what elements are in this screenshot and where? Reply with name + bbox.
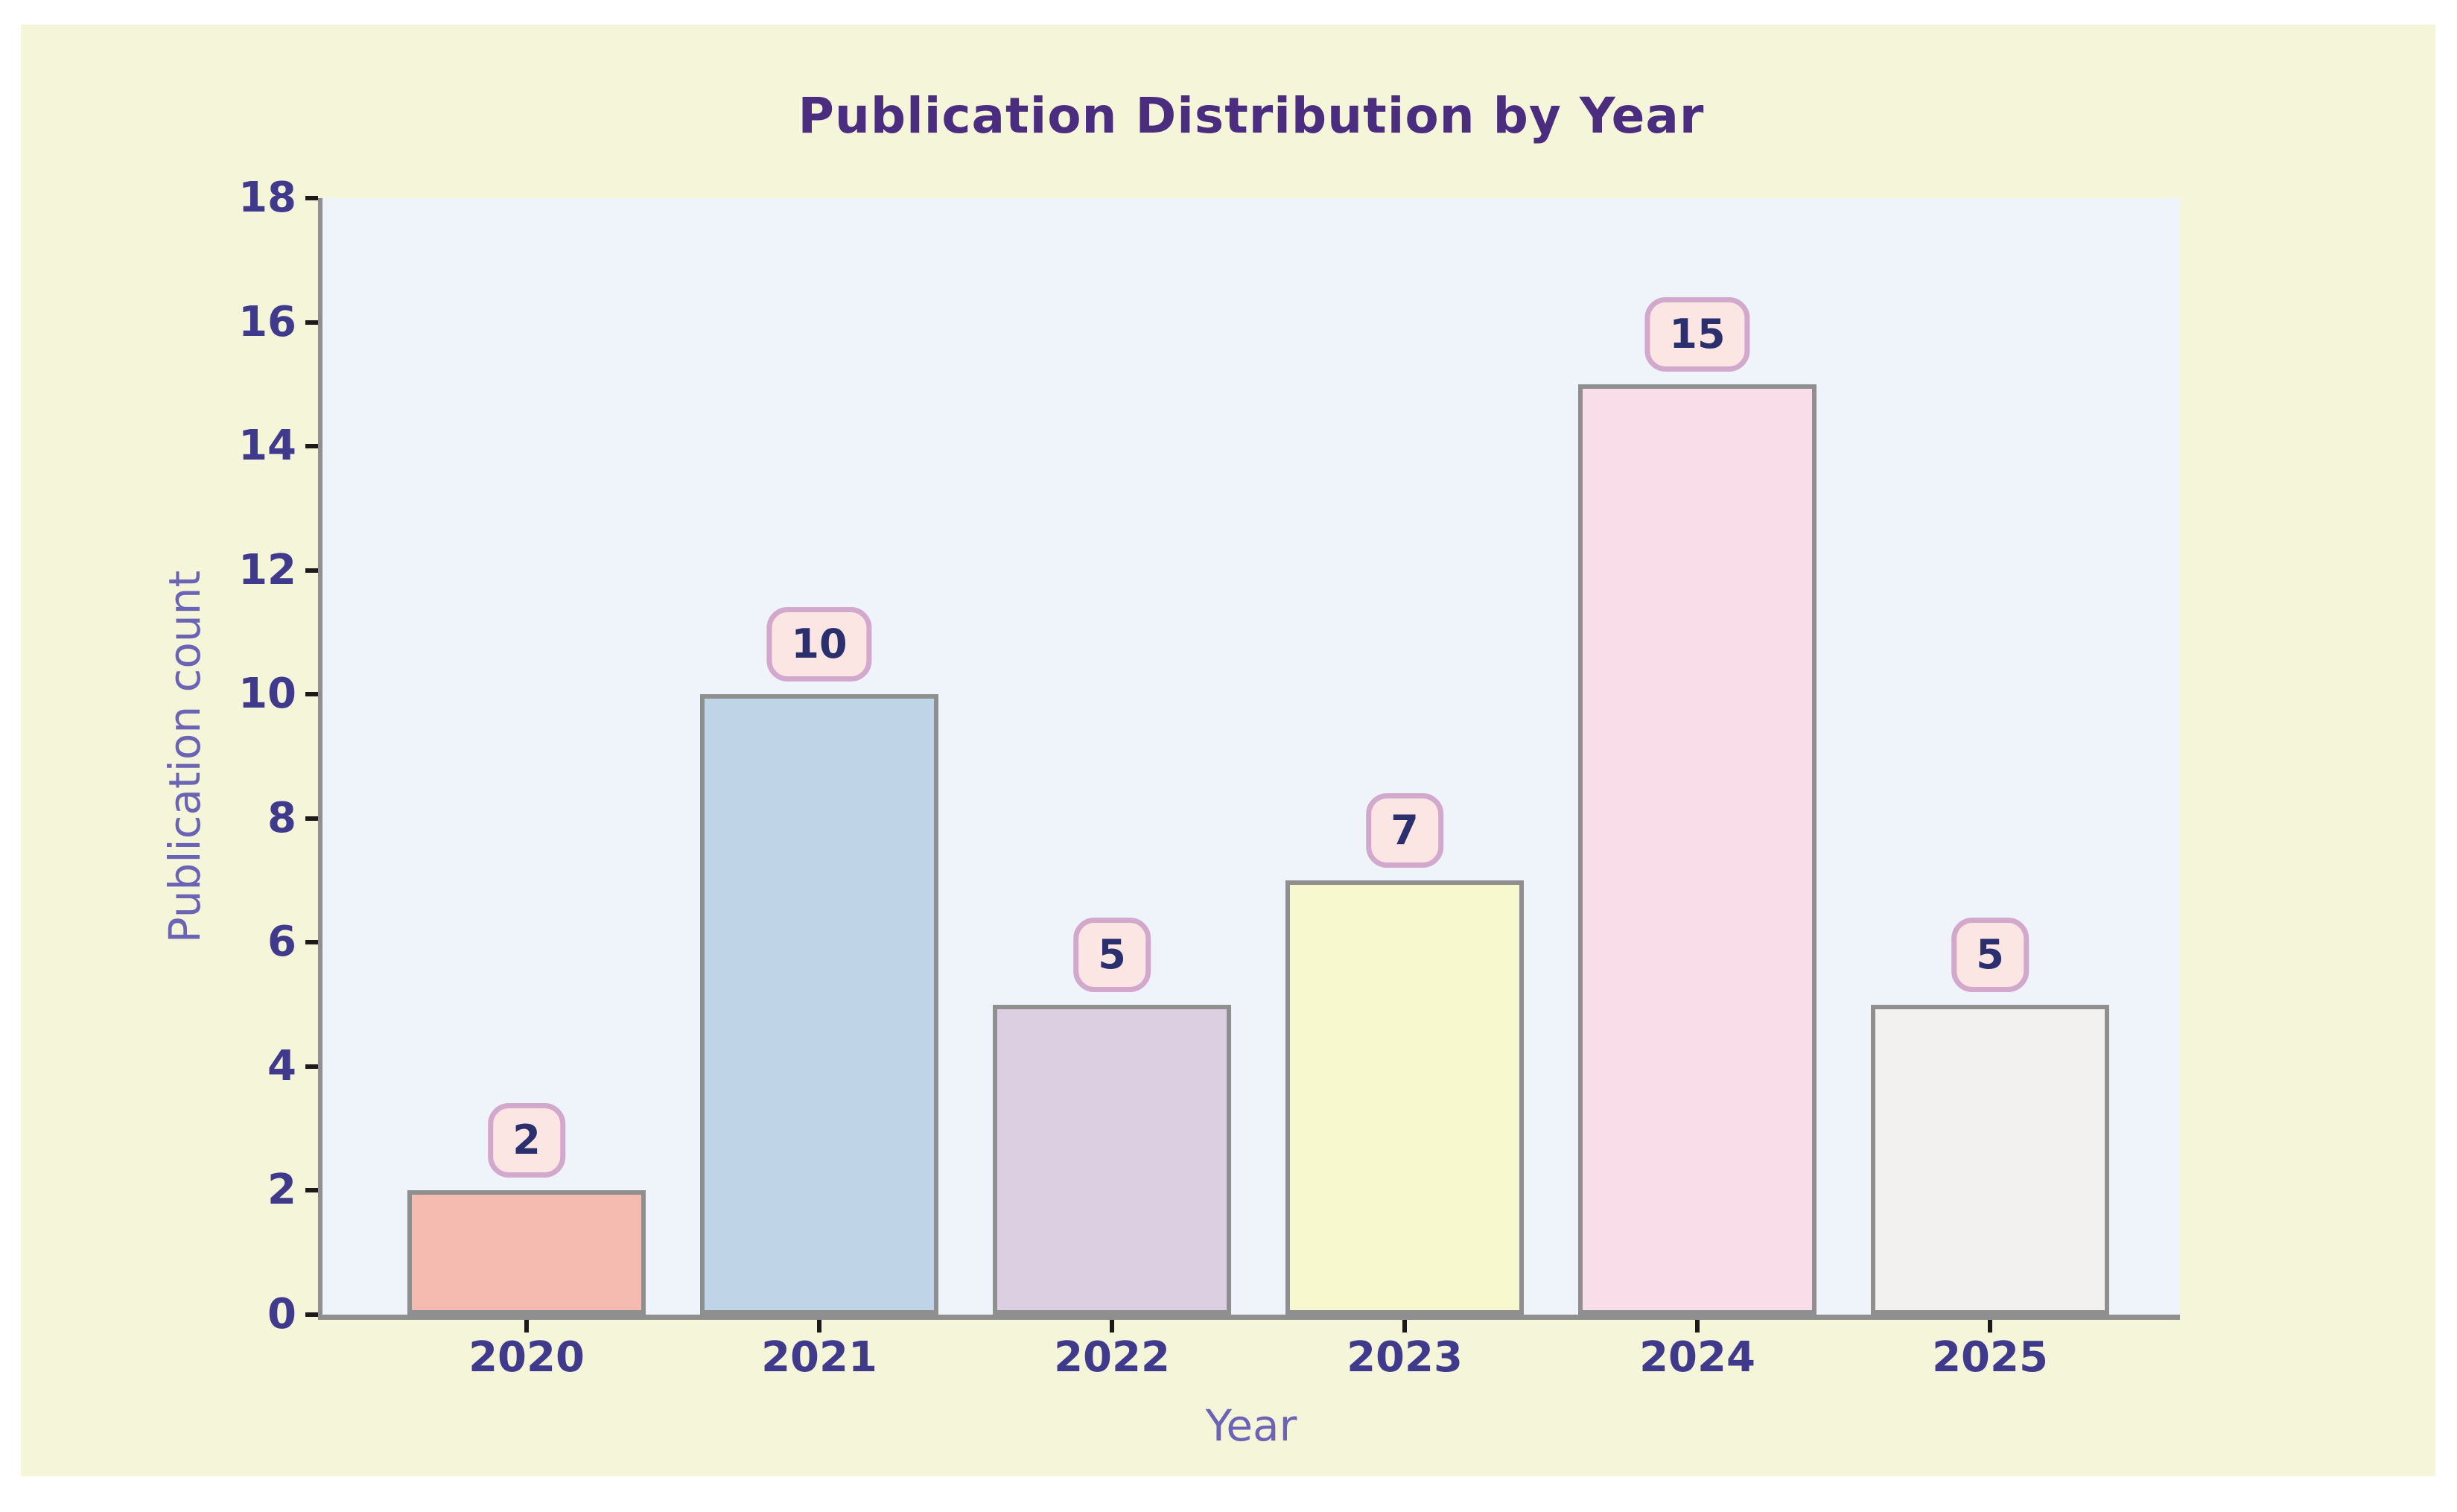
y-tick-mark [305, 196, 318, 200]
value-label-2025: 5 [1951, 917, 2029, 992]
bar-2021 [700, 694, 938, 1315]
x-tick-mark [1988, 1320, 1992, 1332]
y-tick-mark [305, 1064, 318, 1069]
y-tick-mark [305, 940, 318, 945]
value-label-2021: 10 [766, 607, 872, 682]
y-tick-label-4: 4 [267, 1041, 296, 1090]
y-tick-label-0: 0 [267, 1290, 296, 1338]
y-tick-label-18: 18 [238, 174, 296, 222]
y-tick-mark [305, 816, 318, 821]
chart-title: Publication Distribution by Year [798, 87, 1705, 144]
x-tick-label-2022: 2022 [1054, 1333, 1170, 1382]
y-tick-label-16: 16 [238, 297, 296, 346]
bar-2023 [1285, 880, 1524, 1315]
y-axis-spine [318, 198, 322, 1320]
y-tick-label-8: 8 [267, 793, 296, 842]
chart-figure: Publication Distribution by Year Year Pu… [21, 25, 2435, 1476]
y-tick-mark [305, 692, 318, 697]
y-tick-label-6: 6 [267, 918, 296, 967]
x-tick-label-2025: 2025 [1932, 1333, 2048, 1382]
x-tick-mark [1402, 1320, 1407, 1332]
x-tick-mark [524, 1320, 529, 1332]
y-tick-mark [305, 320, 318, 325]
plot-area: Year Publication count 0 2 4 6 8 10 12 14 16 18 2 2… [159, 177, 2180, 1448]
bar-2022 [993, 1004, 1231, 1315]
x-axis-label: Year [1205, 1400, 1297, 1451]
x-tick-label-2023: 2023 [1347, 1333, 1463, 1382]
bar-2025 [1871, 1004, 2109, 1315]
y-tick-label-12: 12 [238, 545, 296, 594]
y-tick-mark [305, 444, 318, 449]
x-tick-label-2024: 2024 [1639, 1333, 1755, 1382]
y-tick-mark [305, 1312, 318, 1317]
y-axis-label: Publication count [159, 570, 210, 943]
y-tick-mark [305, 1188, 318, 1193]
value-label-2024: 15 [1644, 296, 1750, 372]
x-tick-label-2021: 2021 [761, 1333, 877, 1382]
y-tick-mark [305, 568, 318, 573]
y-tick-label-14: 14 [238, 422, 296, 471]
y-tick-label-10: 10 [238, 670, 296, 719]
value-label-2023: 7 [1366, 793, 1443, 868]
x-tick-mark [1695, 1320, 1700, 1332]
x-tick-mark [817, 1320, 821, 1332]
y-tick-label-2: 2 [267, 1166, 296, 1215]
x-tick-label-2020: 2020 [468, 1333, 585, 1382]
bar-2024 [1578, 384, 1816, 1315]
value-label-2022: 5 [1073, 917, 1151, 992]
bar-2020 [407, 1190, 646, 1315]
x-axis-spine [318, 1315, 2180, 1320]
value-label-2020: 2 [488, 1103, 565, 1178]
x-tick-mark [1110, 1320, 1114, 1332]
